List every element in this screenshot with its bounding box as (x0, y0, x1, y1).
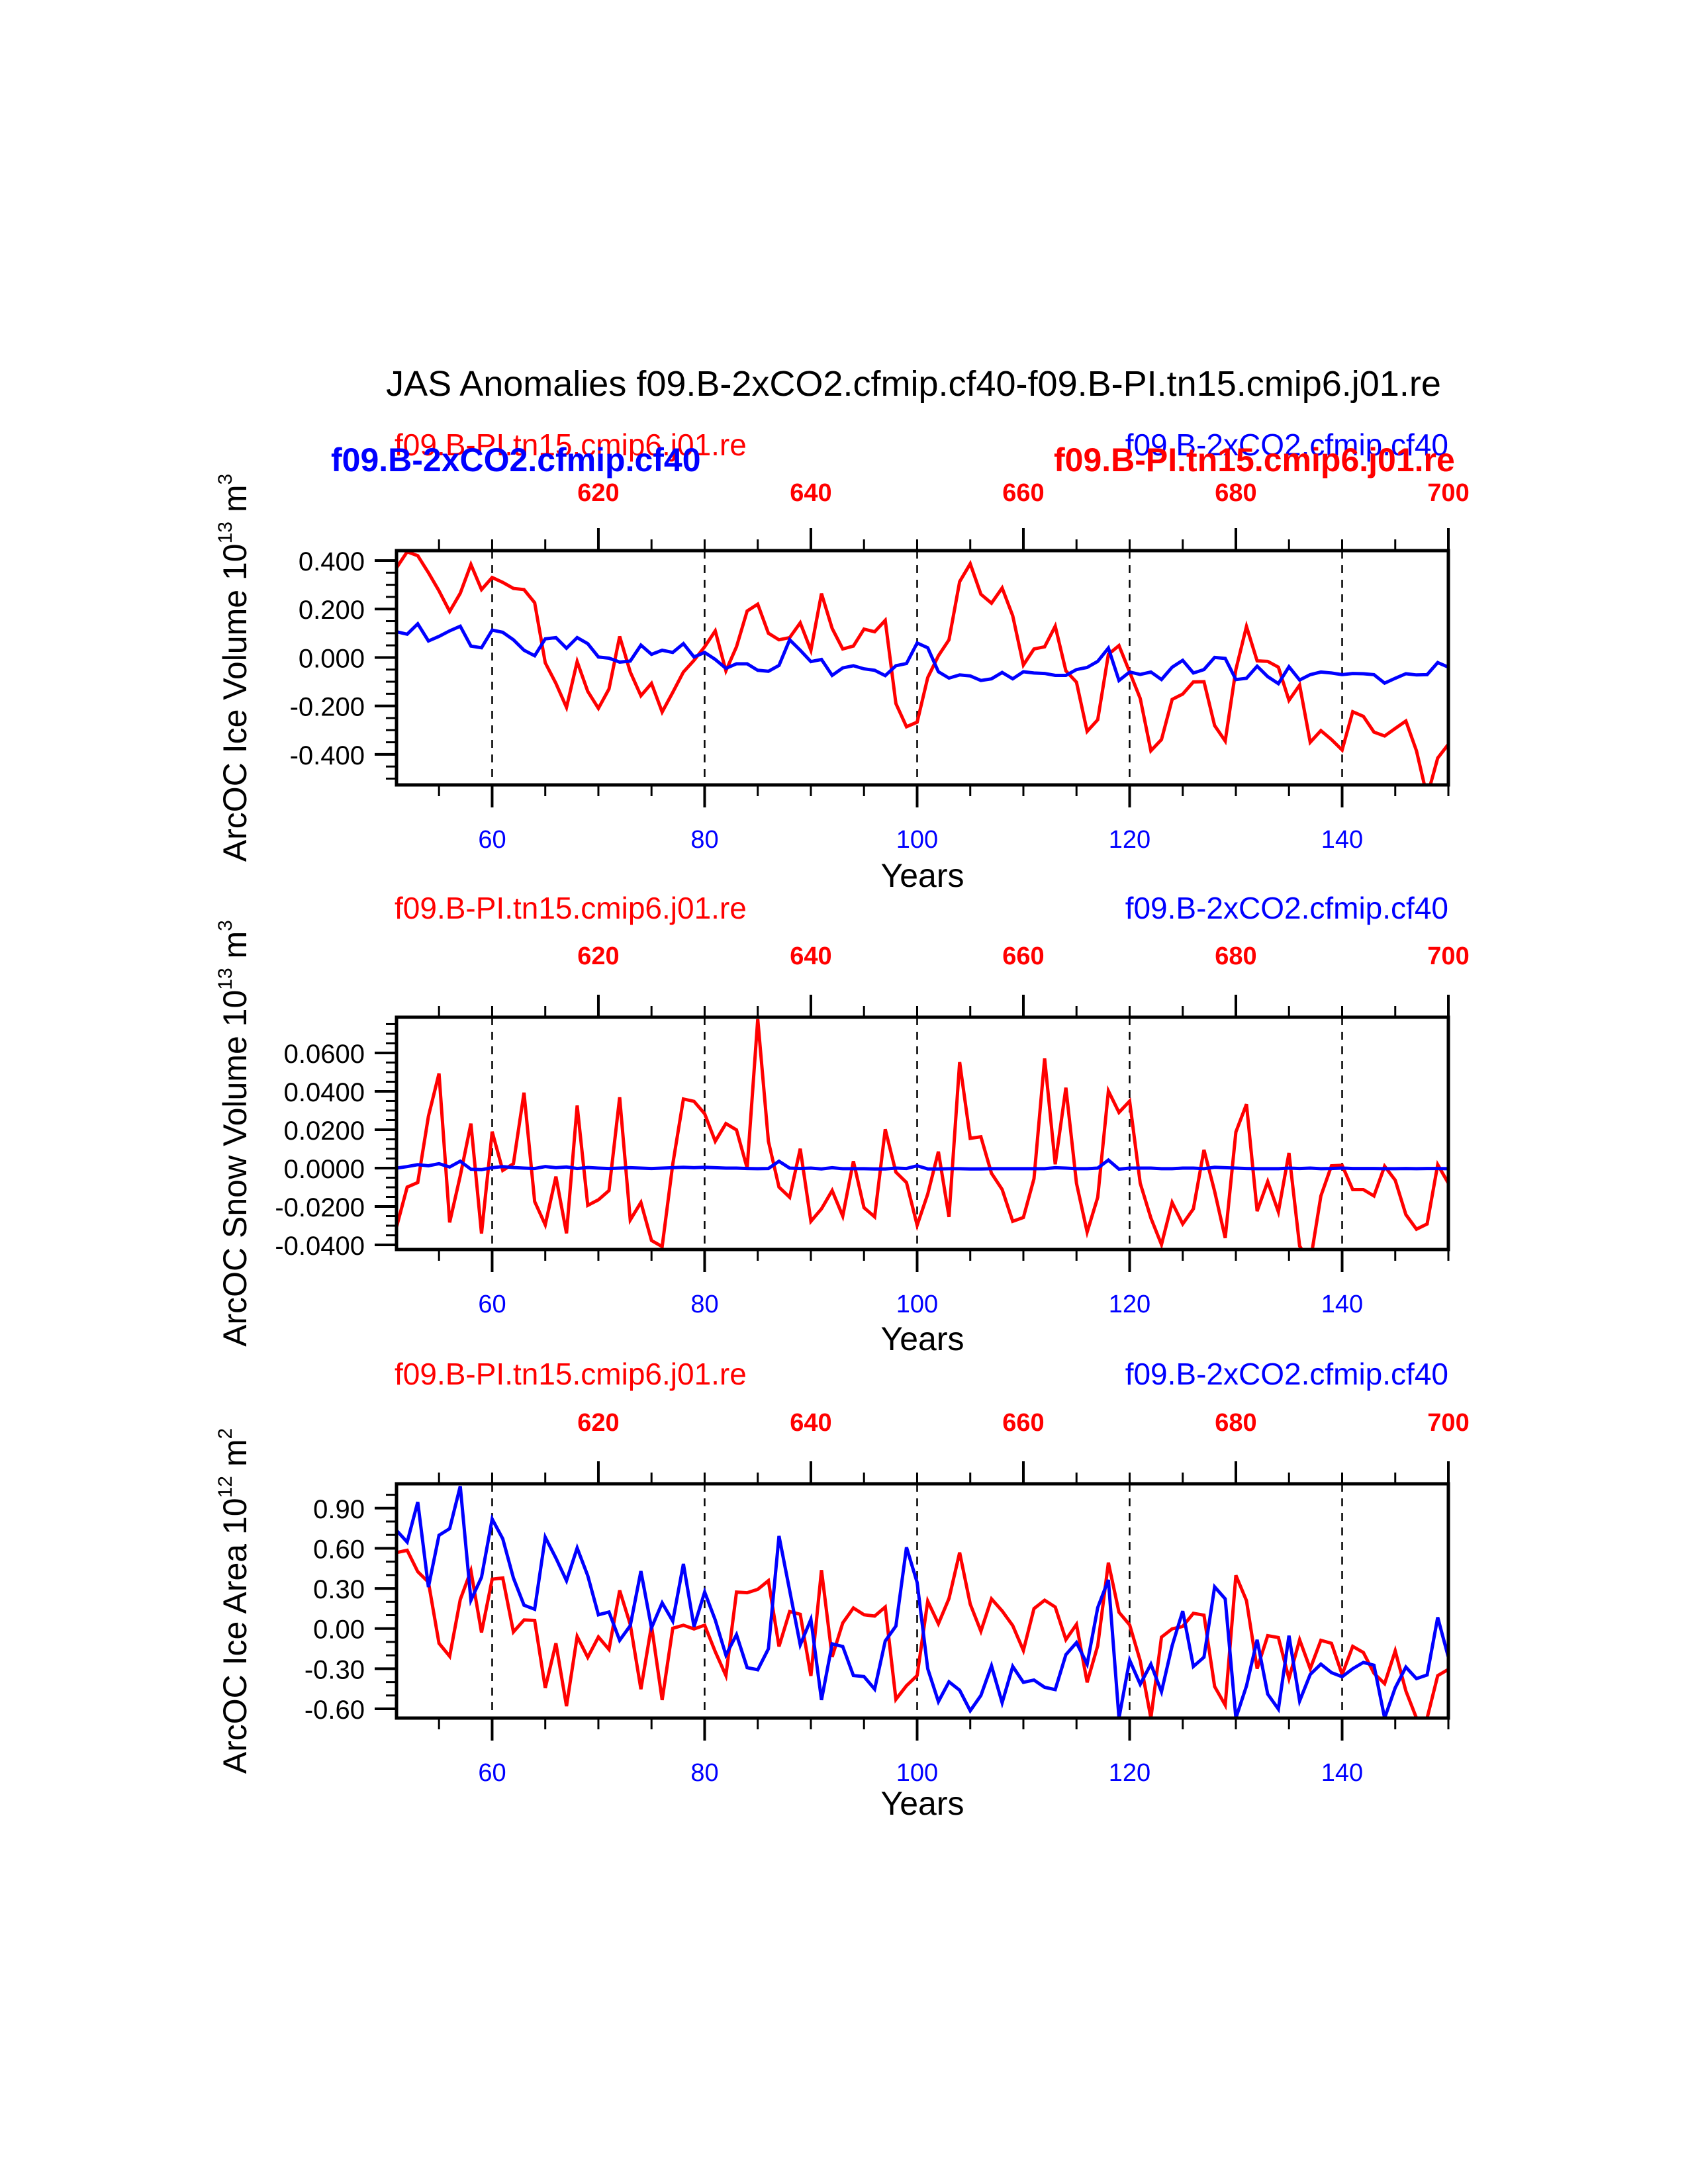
series-line-pi (397, 1019, 1448, 1250)
left-subtitle: f09.B-PI.tn15.cmip6.j01.re (395, 1357, 747, 1391)
y-tick-label: 0.90 (313, 1495, 365, 1524)
top-tick-label: 640 (790, 1409, 831, 1437)
x-tick-label: 60 (478, 1759, 506, 1787)
x-axis-label: Years (880, 1320, 964, 1357)
x-tick-label: 80 (690, 1759, 718, 1787)
x-tick-label: 60 (478, 1291, 506, 1318)
x-tick-label: 140 (1321, 826, 1363, 854)
plot-frame (395, 549, 1450, 787)
series-line-2xco2 (397, 1485, 1448, 1718)
figure-title: JAS Anomalies f09.B-2xCO2.cfmip.cf40-f09… (386, 364, 1441, 404)
y-tick-label: -0.0400 (275, 1232, 365, 1261)
series-line-2xco2 (397, 621, 1448, 686)
x-tick-label: 100 (896, 826, 938, 854)
x-axis-label: Years (880, 1785, 964, 1822)
top-tick-label: 620 (577, 479, 619, 507)
y-tick-label: -0.30 (305, 1655, 365, 1684)
x-tick-label: 80 (690, 1291, 718, 1318)
top-tick-label: 660 (1002, 1409, 1044, 1437)
y-axis-label: ArcOC Ice Volume 1013 m3 (214, 474, 254, 862)
y-tick-label: 0.00 (313, 1615, 365, 1645)
top-tick-label: 680 (1215, 942, 1256, 970)
y-tick-label: -0.0200 (275, 1193, 365, 1222)
top-tick-label: 640 (790, 942, 831, 970)
left-subtitle: f09.B-PI.tn15.cmip6.j01.re (395, 428, 747, 462)
x-axis-label: Years (880, 857, 964, 894)
panel-1: 0.400 0.200 0.000 -0.200 -0.400 60 80 100 120 140… (214, 428, 1470, 894)
series-line-pi (397, 551, 1448, 785)
x-tick-label: 100 (896, 1759, 938, 1787)
right-subtitle: f09.B-2xCO2.cfmip.cf40 (1125, 1357, 1448, 1391)
y-tick-label: 0.400 (299, 547, 365, 576)
x-tick-label: 120 (1109, 1291, 1150, 1318)
top-tick-label: 640 (790, 479, 831, 507)
top-tick-label: 700 (1427, 479, 1469, 507)
x-tick-label: 60 (478, 826, 506, 854)
plot-frame (395, 1482, 1450, 1720)
y-tick-label: 0.60 (313, 1535, 365, 1564)
top-tick-label: 680 (1215, 1409, 1256, 1437)
x-tick-label: 140 (1321, 1759, 1363, 1787)
overlay-label-bold-left: f09.B-2xCO2.cfmip.cf40 (331, 441, 701, 478)
top-tick-label: 620 (577, 942, 619, 970)
y-tick-label: 0.30 (313, 1575, 365, 1604)
panel-2: 0.0600 0.0400 0.0200 0.0000 -0.0200 -0.0400 60… (214, 891, 1470, 1357)
y-tick-label: 0.200 (299, 596, 365, 625)
y-tick-label: -0.400 (290, 741, 365, 770)
y-tick-label: 0.0600 (284, 1040, 365, 1069)
y-axis-label: ArcOC Snow Volume 1013 m3 (214, 920, 254, 1347)
series-line-2xco2 (397, 1158, 1448, 1171)
right-subtitle: f09.B-2xCO2.cfmip.cf40 (1125, 891, 1448, 925)
y-tick-label: 0.0400 (284, 1078, 365, 1107)
left-subtitle: f09.B-PI.tn15.cmip6.j01.re (395, 891, 747, 925)
top-tick-label: 620 (577, 1409, 619, 1437)
y-tick-label: 0.000 (299, 644, 365, 673)
x-tick-label: 140 (1321, 1291, 1363, 1318)
y-tick-label: 0.0000 (284, 1155, 365, 1184)
right-subtitle: f09.B-2xCO2.cfmip.cf40 (1125, 428, 1448, 462)
x-tick-label: 100 (896, 1291, 938, 1318)
overlay-label-bold-right: f09.B-PI.tn15.cmip6.j01.re (1054, 441, 1455, 478)
top-tick-label: 660 (1002, 942, 1044, 970)
x-tick-label: 120 (1109, 1759, 1150, 1787)
x-tick-label: 80 (690, 826, 718, 854)
y-tick-label: -0.200 (290, 693, 365, 722)
panel-3: 0.90 0.60 0.30 0.00 -0.30 -0.60 60 80 100 120 140 6… (214, 1357, 1470, 1822)
top-tick-label: 700 (1427, 1409, 1469, 1437)
y-tick-label: -0.60 (305, 1696, 365, 1725)
y-tick-label: 0.0200 (284, 1116, 365, 1146)
plot-frame (395, 1015, 1450, 1251)
top-tick-label: 660 (1002, 479, 1044, 507)
top-tick-label: 700 (1427, 942, 1469, 970)
x-tick-label: 120 (1109, 826, 1150, 854)
top-tick-label: 680 (1215, 479, 1256, 507)
y-axis-label: ArcOC Ice Area 1012 m2 (214, 1428, 254, 1774)
